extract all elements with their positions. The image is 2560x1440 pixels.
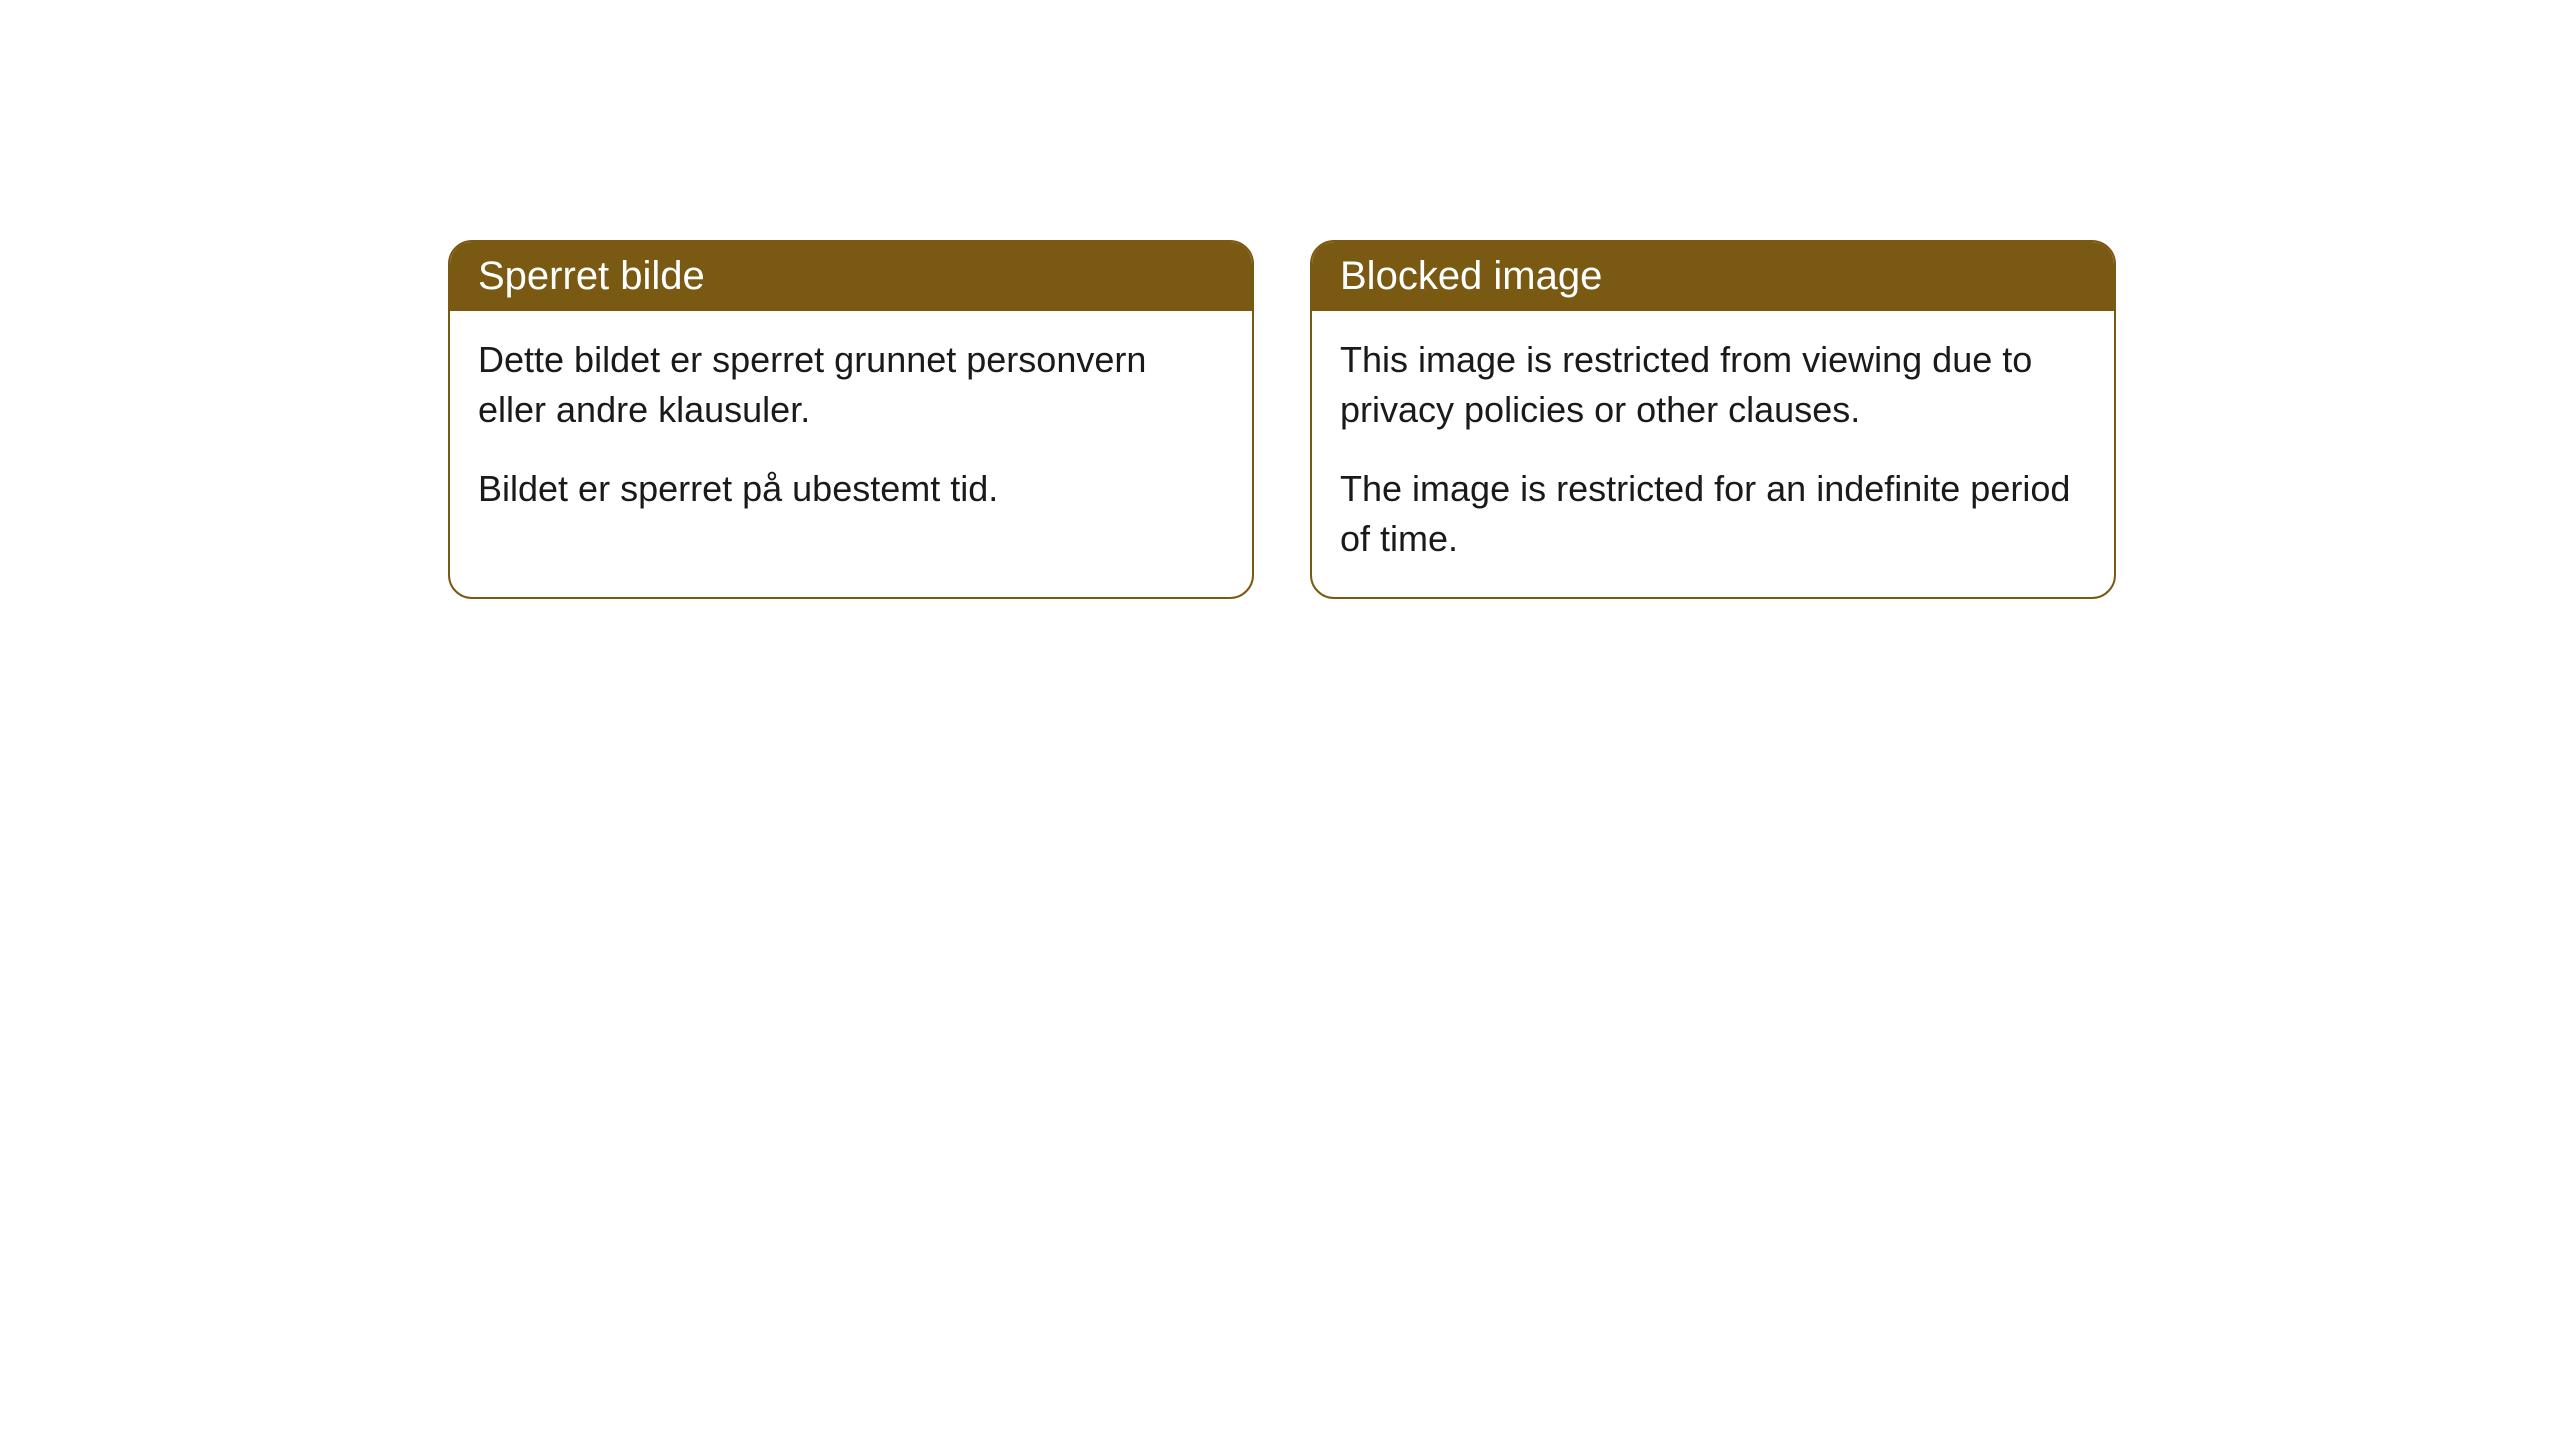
card-paragraph-2-norwegian: Bildet er sperret på ubestemt tid. — [478, 464, 1224, 514]
card-paragraph-1-norwegian: Dette bildet er sperret grunnet personve… — [478, 335, 1224, 436]
card-body-norwegian: Dette bildet er sperret grunnet personve… — [450, 311, 1252, 546]
card-header-norwegian: Sperret bilde — [450, 242, 1252, 311]
card-body-english: This image is restricted from viewing du… — [1312, 311, 2114, 597]
card-title-english: Blocked image — [1340, 254, 1602, 298]
card-paragraph-2-english: The image is restricted for an indefinit… — [1340, 464, 2086, 565]
cards-container: Sperret bilde Dette bildet er sperret gr… — [448, 240, 2116, 599]
card-english: Blocked image This image is restricted f… — [1310, 240, 2116, 599]
card-norwegian: Sperret bilde Dette bildet er sperret gr… — [448, 240, 1254, 599]
card-header-english: Blocked image — [1312, 242, 2114, 311]
card-title-norwegian: Sperret bilde — [478, 254, 705, 298]
card-paragraph-1-english: This image is restricted from viewing du… — [1340, 335, 2086, 436]
